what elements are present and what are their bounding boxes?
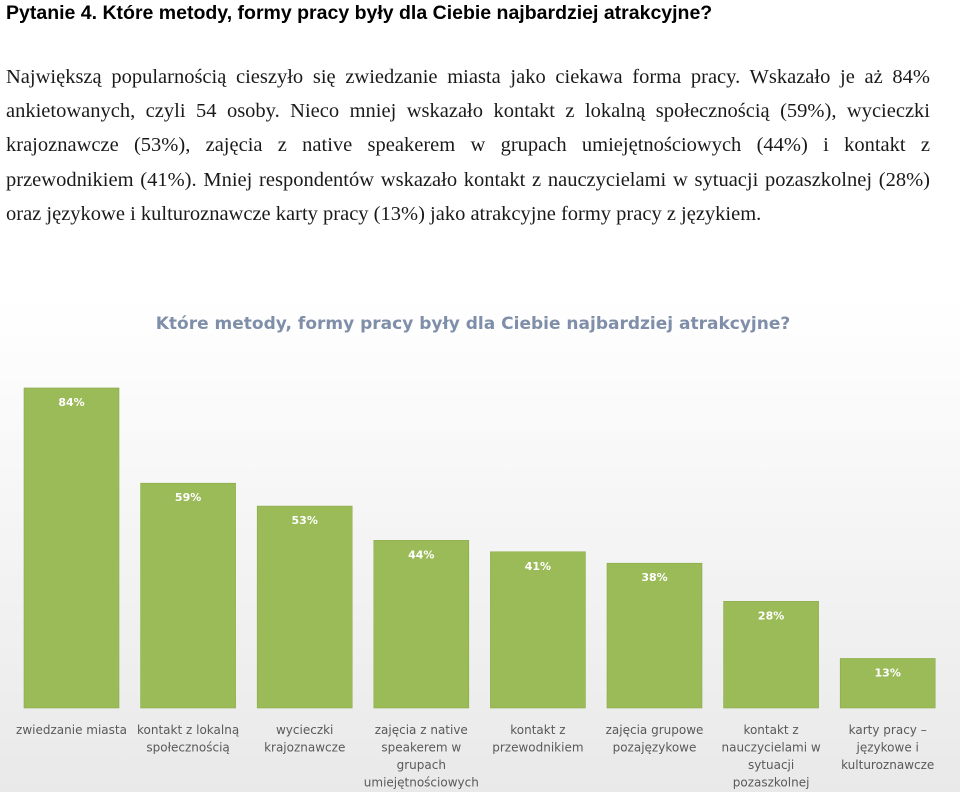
bar-4: [373, 540, 470, 709]
category-label-line: nauczycielami w: [721, 741, 820, 755]
chart-title: Które metody, formy pracy były dla Ciebi…: [156, 314, 791, 334]
category-label-line: społecznością: [146, 741, 229, 755]
category-labels-group: zwiedzanie miasta kontakt z lokalną społec…: [16, 723, 934, 790]
bar-chart: Które metody, formy pracy były dla Ciebi…: [0, 298, 960, 792]
category-label-line: zajęcia z native: [375, 723, 468, 737]
data-label-7: 28%: [758, 609, 784, 622]
summary-paragraph: Największą popularnością cieszyło się zw…: [6, 66, 930, 225]
question-heading: Pytanie 4. Które metody, formy pracy był…: [6, 2, 713, 24]
bar-8: [839, 658, 936, 709]
category-label-5: kontakt z przewodnikiem: [492, 723, 583, 755]
bar-5: [490, 551, 586, 709]
bar-6: [606, 562, 703, 709]
category-label-line: sytuacji: [748, 758, 794, 772]
data-label-6: 38%: [641, 571, 667, 584]
data-label-1: 84%: [58, 396, 84, 409]
category-label-line: speakerem w: [381, 741, 461, 755]
category-label-line: kontakt z: [743, 723, 798, 737]
category-label-6: zajęcia grupowe pozajęzykowe: [606, 723, 704, 755]
category-label-line: kontakt z lokalną: [137, 723, 239, 737]
data-label-4: 44%: [408, 548, 434, 561]
category-label-line: językowe i: [856, 741, 919, 755]
data-label-5: 41%: [525, 560, 551, 573]
category-label-2: kontakt z lokalną społecznością: [137, 723, 239, 755]
category-label-line: zajęcia grupowe: [606, 723, 704, 737]
category-label-line: umiejętnościowych: [364, 776, 479, 790]
category-label-line: zwiedzanie miasta: [16, 723, 127, 737]
category-label-line: kontakt z: [510, 723, 565, 737]
category-label-line: wycieczki: [276, 723, 333, 737]
category-label-1: zwiedzanie miasta: [16, 723, 127, 737]
category-label-4: zajęcia z native speakerem w grupach umieję…: [364, 723, 479, 790]
data-label-3: 53%: [292, 514, 318, 527]
category-label-7: kontakt z nauczycielami w sytuacji pozaszko…: [721, 723, 820, 790]
data-label-8: 13%: [875, 666, 901, 679]
chart-container: Które metody, formy pracy były dla Ciebi…: [0, 298, 960, 792]
category-label-line: krajoznawcze: [264, 741, 345, 755]
category-label-line: pozaszkolnej: [733, 776, 810, 790]
data-label-2: 59%: [175, 491, 201, 504]
category-label-8: karty pracy – językowe i kulturoznawcze: [841, 723, 934, 772]
bar-7: [723, 601, 819, 709]
bar-2: [140, 482, 236, 709]
category-label-line: karty pracy –: [849, 723, 927, 737]
bar-1: [23, 387, 120, 709]
bars-group: [23, 387, 936, 709]
category-label-line: kulturoznawcze: [841, 758, 934, 772]
bar-3: [256, 505, 353, 709]
category-label-line: grupach: [397, 758, 446, 772]
category-label-line: przewodnikiem: [492, 741, 583, 755]
data-labels-group: 84% 59% 53% 44% 41% 38% 28% 13%: [58, 396, 901, 680]
category-label-3: wycieczki krajoznawcze: [264, 723, 345, 755]
category-label-line: pozajęzykowe: [613, 741, 697, 755]
